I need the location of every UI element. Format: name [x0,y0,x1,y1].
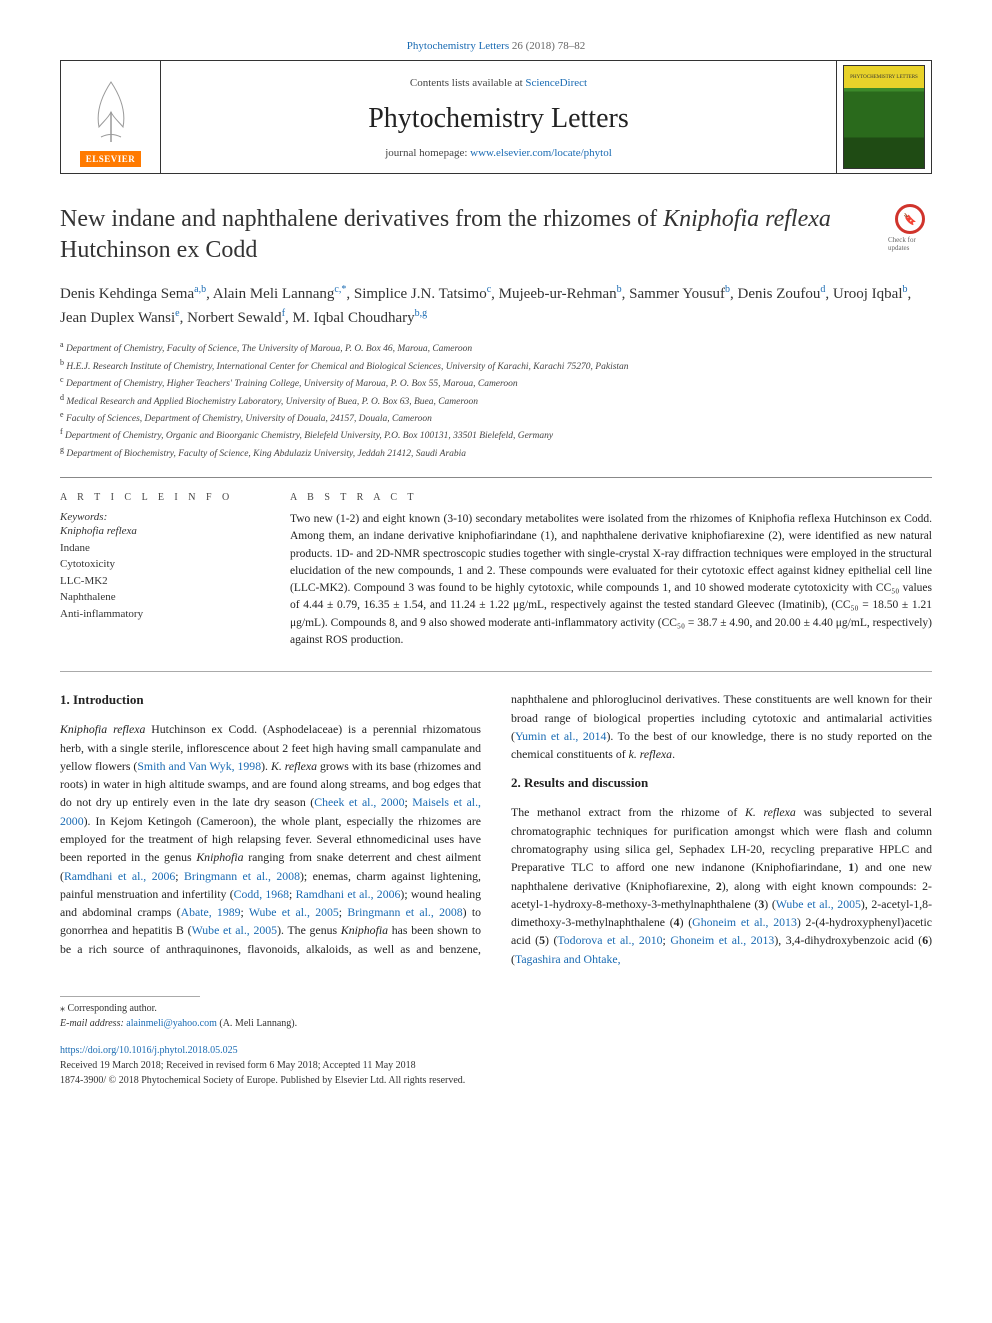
running-head-journal: Phytochemistry Letters [407,40,509,52]
email-line: E-mail address: alainmeli@yahoo.com (A. … [60,1016,932,1031]
publisher-block: ELSEVIER [61,61,161,173]
divider [60,671,932,672]
masthead-center: Contents lists available at ScienceDirec… [161,61,836,173]
corresponding-label: ⁎ Corresponding author. [60,1001,932,1016]
title-pre: New indane and naphthalene derivatives f… [60,206,663,232]
check-updates-badge[interactable]: 🔖 Check for updates [888,204,932,252]
article-info-label: A R T I C L E I N F O [60,492,260,503]
title-species: Kniphofia reflexa [663,206,831,232]
bookmark-icon: 🔖 [895,204,925,234]
masthead: ELSEVIER Contents lists available at Sci… [60,60,932,174]
contents-prefix: Contents lists available at [410,77,525,89]
journal-homepage: journal homepage: www.elsevier.com/locat… [171,147,826,159]
body-columns: 1. Introduction Kniphofia reflexa Hutchi… [60,690,932,968]
received-line: Received 19 March 2018; Received in revi… [60,1058,932,1073]
email-link[interactable]: alainmeli@yahoo.com [126,1018,217,1029]
abstract-text: Two new (1-2) and eight known (3-10) sec… [290,511,932,649]
abstract-label: A B S T R A C T [290,492,932,503]
running-head-issue: 26 (2018) 78–82 [512,40,585,52]
publisher-badge: ELSEVIER [80,151,142,167]
authors: Denis Kehdinga Semaa,b, Alain Meli Lanna… [60,282,932,329]
footer-block: ⁎ Corresponding author. E-mail address: … [60,996,932,1088]
cover-thumb-wrap: PHYTOCHEMISTRY LETTERS [836,61,931,173]
affiliations: a Department of Chemistry, Faculty of Sc… [60,339,932,461]
sciencedirect-link[interactable]: ScienceDirect [525,77,587,89]
updates-label: Check for updates [888,236,932,252]
abstract-col: A B S T R A C T Two new (1-2) and eight … [290,492,932,649]
title-post: Hutchinson ex Codd [60,237,257,263]
journal-title: Phytochemistry Letters [171,103,826,135]
email-name: (A. Meli Lannang). [217,1018,297,1029]
keywords-list: Kniphofia reflexaIndaneCytotoxicityLLC-M… [60,523,260,622]
results-paragraph: The methanol extract from the rhizome of… [511,803,932,968]
email-label: E-mail address: [60,1018,126,1029]
section-1-title: 1. Introduction [60,690,481,710]
homepage-prefix: journal homepage: [385,147,470,159]
cover-caption: PHYTOCHEMISTRY LETTERS [844,66,924,88]
article-title: New indane and naphthalene derivatives f… [60,204,876,266]
elsevier-tree-icon [76,77,146,147]
homepage-link[interactable]: www.elsevier.com/locate/phytol [470,147,612,159]
article-info-col: A R T I C L E I N F O Keywords: Kniphofi… [60,492,260,649]
doi-link[interactable]: https://doi.org/10.1016/j.phytol.2018.05… [60,1043,932,1058]
info-abstract-row: A R T I C L E I N F O Keywords: Kniphofi… [60,492,932,649]
divider [60,477,932,478]
section-2-title: 2. Results and discussion [511,773,932,793]
copyright-line: 1874-3900/ © 2018 Phytochemical Society … [60,1073,932,1088]
running-head: Phytochemistry Letters 26 (2018) 78–82 [60,40,932,52]
keywords-label: Keywords: [60,511,260,523]
journal-cover-icon: PHYTOCHEMISTRY LETTERS [843,65,925,169]
contents-line: Contents lists available at ScienceDirec… [171,77,826,89]
